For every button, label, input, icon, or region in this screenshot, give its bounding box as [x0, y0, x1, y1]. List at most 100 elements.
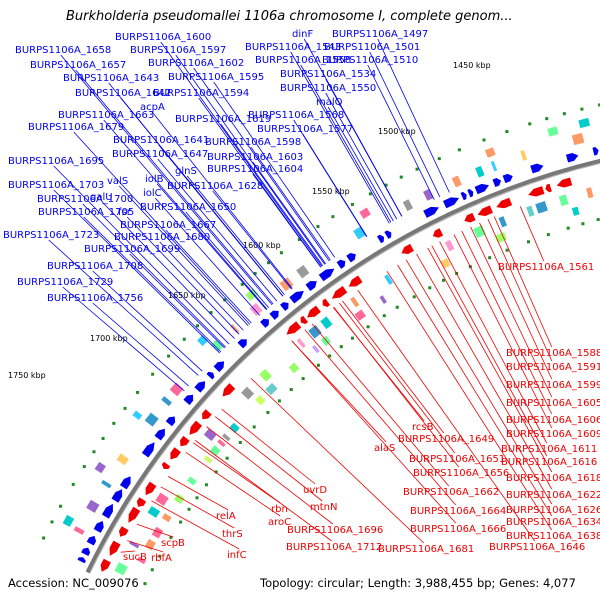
cog-feature-box[interactable] — [308, 324, 322, 339]
reverse-gene-arrow[interactable] — [145, 481, 157, 496]
reverse-gene-arrow[interactable] — [307, 305, 321, 318]
reverse-gene-arrow[interactable] — [100, 558, 111, 572]
forward-gene-arrow[interactable] — [213, 361, 225, 373]
forward-gene-label[interactable]: BURPS1106A_1658 — [15, 45, 111, 56]
forward-gene-label[interactable]: BURPS1106A_1534 — [280, 69, 376, 80]
forward-gene-label[interactable]: galU — [90, 192, 113, 203]
forward-gene-label[interactable]: dinF — [292, 29, 313, 40]
cog-feature-box[interactable] — [423, 188, 434, 201]
reverse-gene-arrow[interactable] — [331, 285, 348, 299]
forward-gene-label[interactable]: BURPS1106A_1577 — [257, 124, 353, 135]
reverse-gene-label[interactable]: scpB — [161, 538, 185, 549]
forward-gene-label[interactable]: BURPS1106A_1641 — [113, 135, 209, 146]
forward-gene-label[interactable]: BURPS1106A_1703 — [8, 180, 104, 191]
forward-gene-arrow[interactable] — [336, 259, 346, 269]
cog-feature-box[interactable] — [203, 428, 217, 441]
forward-gene-arrow[interactable] — [530, 163, 544, 174]
forward-gene-label[interactable]: BURPS1106A_1603 — [207, 152, 303, 163]
cog-feature-box[interactable] — [229, 422, 240, 434]
reverse-gene-arrow[interactable] — [322, 298, 331, 307]
forward-gene-label[interactable]: BURPS1106A_1647 — [112, 149, 208, 160]
forward-gene-label[interactable]: BURPS1106A_1708 — [47, 261, 143, 272]
reverse-gene-arrow[interactable] — [545, 183, 552, 193]
reverse-gene-label[interactable]: rbfA — [151, 553, 172, 564]
cog-feature-box[interactable] — [484, 147, 496, 158]
reverse-gene-label[interactable]: BURPS1106A_1599 — [506, 380, 600, 391]
reverse-gene-arrow[interactable] — [109, 540, 121, 556]
cog-feature-box[interactable] — [312, 344, 320, 354]
cog-feature-box[interactable] — [209, 445, 221, 457]
forward-gene-label[interactable]: BURPS1106A_1595 — [168, 72, 264, 83]
cog-feature-box[interactable] — [353, 226, 367, 240]
forward-gene-label[interactable]: BURPS1106A_1604 — [207, 164, 303, 175]
reverse-gene-label[interactable]: BURPS1106A_1664 — [410, 506, 506, 517]
forward-gene-arrow[interactable] — [194, 381, 206, 393]
cog-feature-box[interactable] — [296, 264, 310, 279]
cog-feature-box[interactable] — [187, 476, 197, 486]
forward-gene-label[interactable]: BURPS1106A_1680 — [114, 232, 210, 243]
cog-feature-box[interactable] — [203, 455, 213, 464]
reverse-gene-arrow[interactable] — [401, 243, 414, 255]
reverse-gene-label[interactable]: BURPS1106A_1646 — [489, 542, 585, 553]
reverse-gene-label[interactable]: aroC — [268, 517, 291, 528]
reverse-gene-arrow[interactable] — [477, 205, 493, 216]
forward-gene-arrow[interactable] — [305, 280, 317, 292]
reverse-gene-arrow[interactable] — [128, 506, 141, 523]
forward-gene-label[interactable]: BURPS1106A_1756 — [47, 293, 143, 304]
reverse-gene-label[interactable]: BURPS1106A_1609 — [506, 429, 600, 440]
reverse-gene-arrow[interactable] — [170, 447, 181, 460]
reverse-gene-label[interactable]: BURPS1106A_1662 — [403, 487, 499, 498]
forward-gene-arrow[interactable] — [289, 290, 304, 304]
forward-gene-arrow[interactable] — [93, 520, 104, 533]
forward-gene-label[interactable]: BURPS1106A_1723 — [3, 230, 99, 241]
forward-gene-label[interactable]: BURPS1106A_1558 — [255, 55, 351, 66]
forward-gene-arrow[interactable] — [492, 178, 502, 188]
reverse-gene-label[interactable]: rbn — [271, 504, 288, 515]
forward-gene-arrow[interactable] — [280, 302, 289, 311]
forward-gene-label[interactable]: iolC — [143, 188, 162, 199]
reverse-gene-label[interactable]: BURPS1106A_1605 — [506, 398, 600, 409]
forward-gene-label[interactable]: BURPS1106A_1643 — [63, 73, 159, 84]
forward-gene-label[interactable]: acpA — [140, 102, 165, 113]
forward-gene-arrow[interactable] — [141, 442, 155, 458]
forward-gene-arrow[interactable] — [165, 416, 176, 427]
forward-gene-label[interactable]: BURPS1106A_1619 — [175, 114, 271, 125]
forward-gene-label[interactable]: BURPS1106A_1598 — [205, 137, 301, 148]
forward-gene-arrow[interactable] — [346, 253, 356, 263]
reverse-gene-arrow[interactable] — [528, 186, 545, 197]
reverse-gene-label[interactable]: rcsB — [412, 422, 434, 433]
cog-feature-box[interactable] — [129, 540, 140, 549]
forward-gene-label[interactable]: BURPS1106A_1510 — [322, 55, 418, 66]
cog-feature-box[interactable] — [547, 126, 559, 137]
reverse-gene-label[interactable]: BURPS1106A_1666 — [410, 524, 506, 535]
cog-feature-box[interactable] — [169, 382, 184, 397]
reverse-gene-label[interactable]: BURPS1106A_1606 — [506, 415, 600, 426]
reverse-gene-arrow[interactable] — [300, 315, 309, 325]
forward-gene-label[interactable]: BURPS1106A_1600 — [115, 32, 211, 43]
cog-feature-box[interactable] — [196, 334, 209, 347]
forward-gene-label[interactable]: BURPS1106A_1550 — [280, 83, 376, 94]
cog-feature-box[interactable] — [116, 453, 129, 466]
forward-gene-label[interactable]: BURPS1106A_1729 — [17, 277, 113, 288]
reverse-gene-label[interactable]: BURPS1106A_1626 — [506, 505, 600, 516]
cog-feature-box[interactable] — [359, 207, 371, 219]
forward-gene-label[interactable]: BURPS1106A_1699 — [84, 244, 180, 255]
cog-feature-box[interactable] — [161, 396, 172, 407]
reverse-gene-arrow[interactable] — [136, 497, 147, 507]
cog-feature-box[interactable] — [571, 206, 580, 216]
reverse-gene-label[interactable]: sucB — [123, 552, 147, 563]
forward-gene-arrow[interactable] — [502, 173, 513, 184]
forward-gene-arrow[interactable] — [384, 230, 392, 239]
forward-gene-label[interactable]: BURPS1106A_1679 — [28, 122, 124, 133]
forward-gene-label[interactable]: BURPS1106A_1705 — [38, 207, 134, 218]
cog-feature-box[interactable] — [520, 149, 528, 161]
forward-gene-label[interactable]: valS — [107, 176, 128, 187]
forward-gene-arrow[interactable] — [111, 489, 123, 503]
reverse-gene-label[interactable]: uvrD — [303, 485, 327, 496]
forward-gene-arrow[interactable] — [206, 371, 215, 380]
forward-gene-arrow[interactable] — [592, 147, 599, 156]
cog-feature-box[interactable] — [114, 562, 128, 576]
forward-gene-label[interactable]: BURPS1106A_1650 — [140, 202, 236, 213]
forward-gene-label[interactable]: BURPS1106A_1594 — [153, 88, 249, 99]
reverse-gene-label[interactable]: BURPS1106A_1611 — [501, 444, 597, 455]
